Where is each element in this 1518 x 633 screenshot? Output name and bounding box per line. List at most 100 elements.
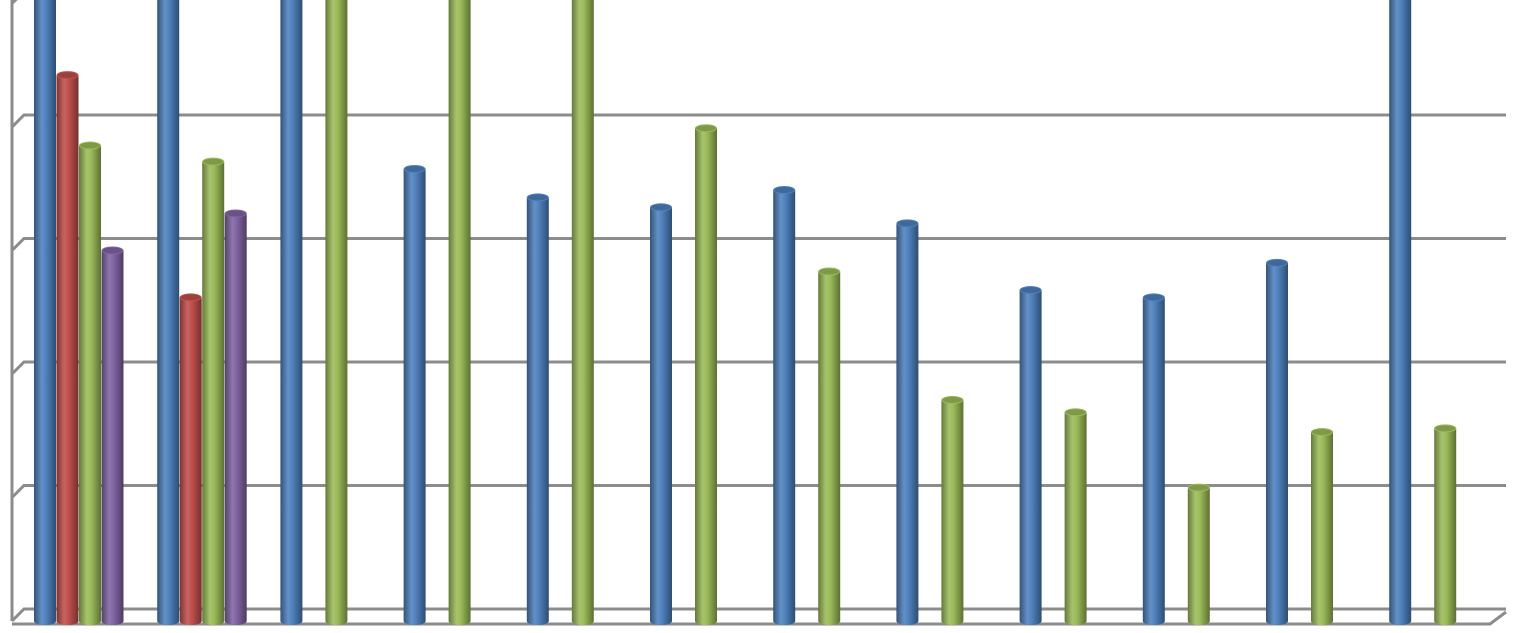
bar-cap [179, 293, 202, 302]
bar-green [695, 124, 717, 626]
bar-body [79, 145, 101, 625]
bar-cap-shade [203, 158, 224, 165]
bar-body [571, 0, 594, 625]
bar-cap [79, 141, 101, 150]
bar-green [1187, 483, 1210, 625]
gridline [10, 607, 1506, 623]
bar-green [79, 141, 101, 625]
bar-cap [1434, 424, 1457, 433]
bar-body [202, 161, 225, 625]
bar-cap-shade [1143, 294, 1164, 301]
gridline [10, 0, 18, 5]
bar-body [224, 213, 247, 625]
bar-blue [157, 0, 180, 625]
bar-green [1311, 428, 1333, 625]
bar-cap [896, 219, 919, 228]
bar-blue [280, 0, 303, 625]
bar-green [1434, 424, 1457, 625]
bar-cap-shade [897, 220, 918, 227]
bar-body [1389, 0, 1412, 625]
bar-body [325, 0, 348, 625]
bar-body [1064, 412, 1087, 625]
bar-body [1434, 428, 1457, 625]
bar-cap [403, 164, 426, 173]
bar-blue [34, 0, 56, 625]
gridline [10, 237, 1506, 252]
grid-layer [10, 0, 1507, 626]
bar-cap [1064, 408, 1087, 417]
gridline [10, 113, 1506, 129]
bar-body [157, 0, 180, 625]
bar-green [818, 267, 841, 625]
bar-body [280, 0, 303, 625]
bar-body [1142, 297, 1165, 625]
bar-body [1311, 432, 1333, 625]
bar-body [34, 0, 56, 625]
bar-cap [1019, 286, 1042, 295]
bar-green [202, 157, 225, 625]
bar-purple [224, 209, 247, 625]
x-axis-floor [12, 610, 1507, 626]
bar-cap [1142, 293, 1165, 302]
bar-body [526, 197, 549, 625]
bar-body [773, 189, 796, 626]
bar-blue [773, 185, 796, 626]
bar-green [571, 0, 594, 625]
bar-cap-shade [80, 142, 100, 149]
bar-cap-shade [404, 165, 425, 172]
bar-cap-shade [180, 294, 201, 301]
bar-cap-shade [1312, 429, 1332, 436]
bar-body [403, 168, 426, 626]
gridline [10, 484, 1506, 499]
bar-blue [1266, 258, 1288, 625]
bar-cap-shade [57, 72, 78, 79]
bar-layer [34, 0, 1457, 626]
bar-cap [1187, 483, 1210, 492]
bar-cap [773, 185, 796, 194]
bar-cap [818, 267, 841, 276]
bar-blue [403, 164, 426, 626]
bar-body [818, 271, 841, 625]
bar-cap [224, 209, 247, 218]
bar-blue [1142, 293, 1165, 625]
bar-cap-shade [819, 268, 840, 275]
bar-cap-shade [696, 125, 716, 132]
bar-body [650, 207, 672, 625]
bar-blue [526, 193, 549, 625]
bar-cap-shade [1267, 259, 1287, 266]
bar-green [448, 0, 471, 625]
bar-cap-shade [651, 204, 671, 211]
bar-cap [650, 203, 672, 212]
bar-cap [1266, 258, 1288, 267]
bar-cap-shade [1435, 425, 1456, 432]
bar-cap-shade [1188, 484, 1209, 491]
bar-red [179, 293, 202, 625]
bar-green [941, 395, 964, 625]
bar-cap [695, 124, 717, 133]
bar-blue [1389, 0, 1412, 625]
bar-cap-shade [774, 186, 795, 193]
bar-cap [526, 193, 549, 202]
bar-cap-shade [1065, 409, 1086, 416]
bar-cap-shade [527, 194, 548, 201]
bar-body [448, 0, 471, 625]
bar-blue [896, 219, 919, 625]
bar-body [941, 399, 964, 625]
bar-body [695, 128, 717, 626]
bar-cap [56, 71, 79, 80]
bar-blue [650, 203, 672, 625]
bar-red [56, 71, 79, 625]
bar-cap-shade [102, 247, 123, 254]
bar-cap-shade [225, 210, 246, 217]
bar-cap [202, 157, 225, 166]
bar-cap-shade [942, 396, 963, 403]
bar-body [1266, 262, 1288, 625]
gridline [10, 360, 1506, 376]
bar-blue [1019, 286, 1042, 625]
bar-body [101, 250, 124, 625]
bar-purple [101, 246, 124, 625]
bar-green [1064, 408, 1087, 625]
bar-body [56, 75, 79, 625]
bar-body [1187, 487, 1210, 625]
bar-green [325, 0, 348, 625]
